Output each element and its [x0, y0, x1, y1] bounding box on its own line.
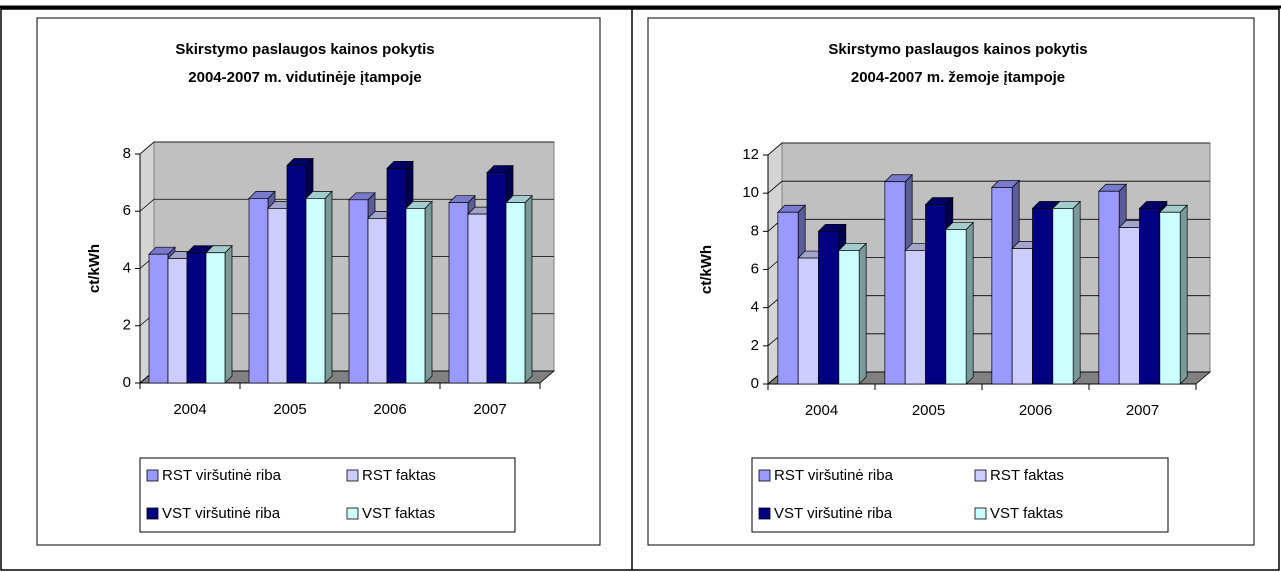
legend-swatch — [146, 469, 159, 482]
bar — [267, 208, 288, 384]
x-tick-label: 2006 — [373, 401, 406, 418]
x-tick-label: 2007 — [1126, 402, 1159, 419]
bar-side — [224, 244, 233, 384]
bar — [205, 252, 226, 384]
bar-side — [524, 194, 533, 384]
legend-swatch — [974, 507, 987, 520]
bar — [386, 167, 407, 384]
x-tick-label: 2006 — [1019, 402, 1052, 419]
y-tick-label: 4 — [751, 299, 759, 316]
grid-line — [139, 141, 554, 155]
legend-label: RST faktas — [362, 467, 436, 484]
bar — [925, 204, 947, 385]
y-axis-label: ct/kWh — [86, 244, 103, 293]
legend-label: RST faktas — [990, 467, 1064, 484]
bar — [305, 198, 326, 384]
grid-line — [767, 142, 1210, 156]
y-tick-label: 0 — [751, 375, 759, 392]
legend-swatch — [758, 507, 771, 520]
table-border — [0, 8, 1280, 571]
y-tick-label: 0 — [123, 374, 131, 391]
chart-title: 2004-2007 m. žemoje įtampoje — [851, 69, 1065, 86]
chart-title: Skirstymo paslaugos kainos pokytis — [828, 41, 1087, 58]
legend-label: RST viršutinė riba — [774, 467, 894, 484]
bar-side — [858, 242, 867, 385]
y-tick-label: 8 — [123, 145, 131, 162]
legend-label: RST viršutinė riba — [162, 467, 282, 484]
bar — [945, 229, 967, 385]
grid-line — [139, 198, 554, 212]
legend-swatch — [346, 507, 359, 520]
legend-label: VST viršutinė riba — [774, 505, 893, 522]
bar — [1032, 208, 1054, 385]
legend-swatch — [758, 469, 771, 482]
bar — [448, 202, 469, 384]
bar — [286, 165, 307, 384]
y-tick-label: 2 — [123, 317, 131, 334]
y-tick-label: 8 — [751, 222, 759, 239]
bar — [991, 187, 1013, 385]
bar — [186, 252, 207, 384]
bar — [904, 250, 926, 385]
legend-label: VST viršutinė riba — [162, 505, 281, 522]
chart-title: Skirstymo paslaugos kainos pokytis — [175, 41, 434, 58]
bar-side — [1179, 204, 1188, 385]
legend-frame — [751, 457, 1169, 533]
bar-side — [424, 200, 433, 384]
x-tick-label: 2005 — [912, 402, 945, 419]
y-tick-label: 6 — [751, 260, 759, 277]
bar — [1098, 190, 1120, 385]
bar — [797, 257, 819, 385]
grid-line — [767, 180, 1210, 194]
bar — [167, 258, 188, 384]
x-tick-label: 2005 — [273, 401, 306, 418]
legend-swatch — [974, 469, 987, 482]
bar — [505, 202, 526, 384]
legend-label: VST faktas — [362, 505, 435, 522]
bar-side — [324, 190, 333, 384]
bar — [148, 253, 169, 384]
bar — [1052, 208, 1074, 385]
legend-frame — [139, 457, 516, 533]
bar — [367, 218, 388, 384]
bar — [1118, 227, 1140, 385]
bar — [1011, 248, 1033, 385]
y-axis-label: ct/kWh — [698, 245, 715, 294]
y-tick-label: 4 — [123, 259, 131, 276]
bar — [348, 199, 369, 384]
bar — [1139, 208, 1161, 385]
bar — [248, 198, 269, 384]
x-tick-label: 2004 — [805, 402, 838, 419]
bar — [405, 208, 426, 384]
legend-swatch — [346, 469, 359, 482]
y-tick-label: 6 — [123, 202, 131, 219]
bar — [1159, 211, 1181, 385]
bar — [777, 211, 799, 385]
y-tick-label: 10 — [742, 184, 759, 201]
chart-title: 2004-2007 m. vidutinėje įtampoje — [188, 69, 421, 86]
y-tick-label: 2 — [751, 337, 759, 354]
bar — [467, 213, 488, 384]
bar-side — [1072, 200, 1081, 385]
legend-swatch — [146, 507, 159, 520]
bar — [838, 250, 860, 385]
bar — [486, 172, 507, 384]
y-tick-label: 12 — [742, 146, 759, 163]
bar-side — [965, 221, 974, 385]
bar — [818, 230, 840, 385]
bar — [884, 181, 906, 385]
x-tick-label: 2004 — [173, 401, 206, 418]
x-tick-label: 2007 — [473, 401, 506, 418]
legend-label: VST faktas — [990, 505, 1063, 522]
